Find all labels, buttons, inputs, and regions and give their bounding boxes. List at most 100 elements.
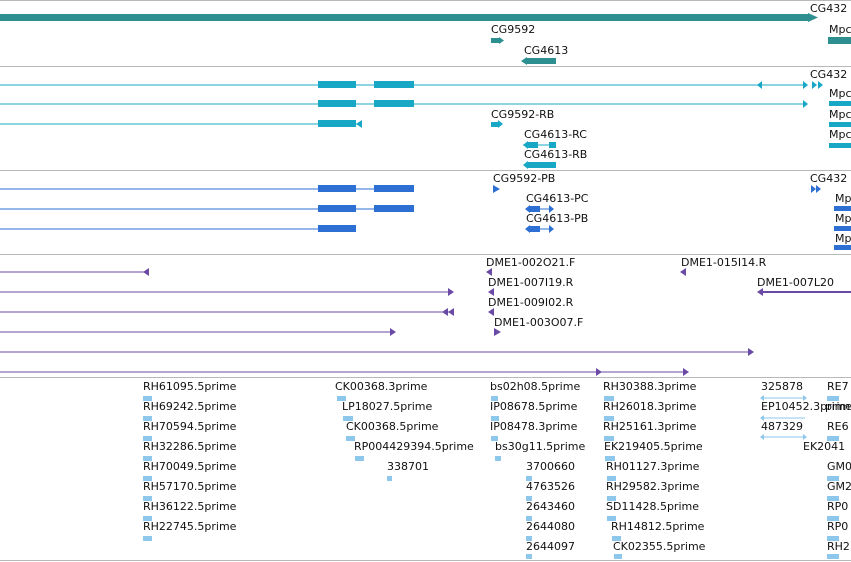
est-label[interactable]: RH36122.5prime bbox=[143, 500, 237, 513]
clone-label[interactable]: DME1-015I14.R bbox=[681, 256, 767, 269]
mrna-label[interactable]: Mpc bbox=[829, 108, 851, 121]
protein-label[interactable]: Mp bbox=[835, 232, 851, 245]
mrna-arrow bbox=[523, 161, 528, 169]
est-marker bbox=[607, 516, 616, 521]
gene-label[interactable]: CG432 bbox=[810, 2, 848, 15]
clone-label[interactable]: DME1-007L20 bbox=[757, 276, 834, 289]
est-label[interactable]: CK00368.5prime bbox=[346, 420, 439, 433]
est-label[interactable]: 4763526 bbox=[526, 480, 575, 493]
est-label[interactable]: RP0 bbox=[827, 520, 849, 533]
est-label[interactable]: 2644097 bbox=[526, 540, 575, 553]
est-label[interactable]: SD11428.5prime bbox=[606, 500, 699, 513]
est-label[interactable]: IP08678.5prime bbox=[490, 400, 578, 413]
protein-label[interactable]: Mp bbox=[835, 192, 851, 205]
est-label[interactable]: RP004429394.5prime bbox=[354, 440, 474, 453]
protein-label[interactable]: CG4613-PC bbox=[526, 192, 589, 205]
est-label[interactable]: prim bbox=[825, 400, 851, 413]
mrna-label[interactable]: CG9592-RB bbox=[491, 108, 555, 121]
gene-arrow-head bbox=[808, 13, 818, 22]
est-label[interactable]: bs02h08.5prime bbox=[490, 380, 581, 393]
est-label[interactable]: RE6 bbox=[827, 420, 849, 433]
est-label[interactable]: CK02355.5prime bbox=[613, 540, 706, 553]
est-label[interactable]: RH26018.3prime bbox=[603, 400, 697, 413]
mrna-arrow bbox=[818, 81, 823, 89]
protein-exon bbox=[318, 205, 356, 212]
est-marker bbox=[827, 396, 839, 401]
est-label[interactable]: 487329 bbox=[761, 420, 803, 433]
gene-label[interactable]: Mpc bbox=[829, 23, 851, 36]
est-label[interactable]: 2644080 bbox=[526, 520, 575, 533]
est-label[interactable]: RH30388.3prime bbox=[603, 380, 697, 393]
est-label[interactable]: RH25161.3prime bbox=[603, 420, 697, 433]
protein-features bbox=[0, 185, 851, 250]
mrna-exon bbox=[829, 122, 851, 127]
est-marker bbox=[827, 476, 839, 481]
est-label[interactable]: RH70594.5prime bbox=[143, 420, 237, 433]
protein-exon bbox=[318, 185, 356, 192]
est-label[interactable]: RH57170.5prime bbox=[143, 480, 237, 493]
est-label[interactable]: EK2041 bbox=[803, 440, 846, 453]
protein-exon bbox=[374, 185, 414, 192]
est-marker bbox=[612, 536, 621, 541]
est-label[interactable]: 325878 bbox=[761, 380, 803, 393]
clone-track: DME1-002O21.F DME1-015I14.R DME1-007I19.… bbox=[0, 254, 851, 377]
clone-label[interactable]: DME1-002O21.F bbox=[486, 256, 576, 269]
mrna-label[interactable]: CG4613-RB bbox=[524, 148, 588, 161]
est-label[interactable]: GM2 bbox=[827, 480, 851, 493]
est-label[interactable]: RE7 bbox=[827, 380, 849, 393]
est-label[interactable]: bs30g11.5prime bbox=[495, 440, 586, 453]
track-separator bbox=[0, 170, 851, 171]
protein-arrow bbox=[525, 225, 530, 233]
gene-arrow-head bbox=[499, 37, 504, 44]
mrna-label[interactable]: CG432 bbox=[810, 68, 848, 81]
est-marker bbox=[337, 396, 346, 401]
protein-arrow bbox=[549, 225, 554, 233]
clone-label[interactable]: DME1-003O07.F bbox=[494, 316, 584, 329]
est-arrow bbox=[760, 415, 764, 421]
mrna-label[interactable]: Mpc bbox=[829, 128, 851, 141]
clone-arrow bbox=[680, 268, 686, 276]
protein-label[interactable]: CG4613-PB bbox=[526, 212, 589, 225]
mrna-label[interactable]: Mpc bbox=[829, 87, 851, 100]
est-label[interactable]: RH70049.5prime bbox=[143, 460, 237, 473]
protein-exon bbox=[530, 226, 540, 232]
est-label[interactable]: LP18027.5prime bbox=[342, 400, 433, 413]
est-label[interactable]: RH61095.5prime bbox=[143, 380, 237, 393]
est-label[interactable]: GM0 bbox=[827, 460, 851, 473]
clone-arrow bbox=[448, 288, 454, 296]
est-label[interactable]: RH69242.5prime bbox=[143, 400, 237, 413]
mrna-arrow bbox=[803, 100, 808, 108]
est-marker bbox=[387, 476, 392, 481]
clone-arrow bbox=[494, 328, 501, 336]
mrna-arrow bbox=[498, 120, 503, 128]
clone-label[interactable]: DME1-009I02.R bbox=[488, 296, 574, 309]
est-label[interactable]: IP08478.3prime bbox=[490, 420, 578, 433]
est-label[interactable]: 338701 bbox=[387, 460, 429, 473]
est-label[interactable]: RH14812.5prime bbox=[611, 520, 705, 533]
est-label[interactable]: RH22745.5prime bbox=[143, 520, 237, 533]
gene-feature-bar[interactable] bbox=[0, 14, 808, 21]
clone-arrow bbox=[486, 268, 492, 276]
mrna-exon bbox=[374, 100, 414, 107]
clone-label[interactable]: DME1-007I19.R bbox=[488, 276, 574, 289]
est-label[interactable]: RH2 bbox=[827, 540, 850, 553]
est-label[interactable]: RH29582.3prime bbox=[606, 480, 700, 493]
est-label[interactable]: RH01127.3prime bbox=[606, 460, 700, 473]
est-label[interactable]: 2643460 bbox=[526, 500, 575, 513]
clone-arrow bbox=[390, 328, 396, 336]
protein-exon bbox=[318, 225, 356, 232]
est-label[interactable]: 3700660 bbox=[526, 460, 575, 473]
gene-label[interactable]: CG9592 bbox=[491, 23, 536, 36]
est-label[interactable]: RP0 bbox=[827, 500, 849, 513]
est-label[interactable]: EP10452.3prime bbox=[761, 400, 851, 413]
est-label[interactable]: EK219405.5prime bbox=[604, 440, 703, 453]
protein-label[interactable]: CG9592-PB bbox=[493, 172, 556, 185]
protein-label[interactable]: CG432 bbox=[810, 172, 848, 185]
est-label[interactable]: CK00368.3prime bbox=[335, 380, 428, 393]
protein-exon bbox=[374, 205, 414, 212]
mrna-label[interactable]: CG4613-RC bbox=[524, 128, 587, 141]
mrna-exon bbox=[318, 120, 356, 127]
gene-label[interactable]: CG4613 bbox=[524, 44, 569, 57]
est-label[interactable]: RH32286.5prime bbox=[143, 440, 237, 453]
protein-label[interactable]: Mp bbox=[835, 212, 851, 225]
